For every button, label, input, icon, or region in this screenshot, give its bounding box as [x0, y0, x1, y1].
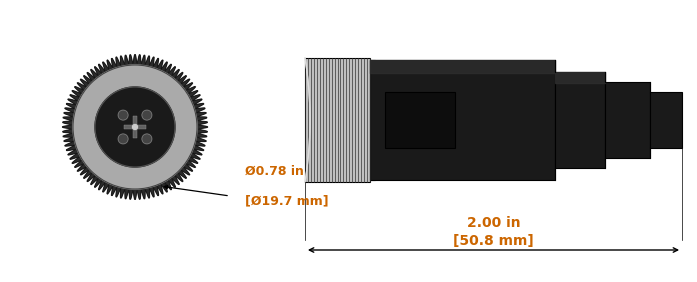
- Circle shape: [132, 124, 137, 129]
- Text: [Ø19.7 mm]: [Ø19.7 mm]: [245, 195, 328, 208]
- Bar: [124, 125, 146, 129]
- Bar: [605, 82, 650, 158]
- Bar: [650, 92, 682, 148]
- Circle shape: [142, 134, 152, 144]
- Text: 2.00 in: 2.00 in: [467, 216, 521, 230]
- Bar: [555, 72, 605, 168]
- Bar: [133, 116, 137, 138]
- Bar: [305, 58, 370, 182]
- Text: Ø0.78 in: Ø0.78 in: [245, 164, 304, 177]
- Text: [50.8 mm]: [50.8 mm]: [453, 234, 534, 248]
- Circle shape: [95, 87, 175, 167]
- Circle shape: [142, 110, 152, 120]
- Circle shape: [118, 134, 128, 144]
- Bar: [370, 60, 375, 180]
- Bar: [385, 92, 455, 148]
- Bar: [370, 60, 555, 180]
- Circle shape: [118, 110, 128, 120]
- Circle shape: [73, 65, 197, 189]
- Polygon shape: [63, 54, 208, 199]
